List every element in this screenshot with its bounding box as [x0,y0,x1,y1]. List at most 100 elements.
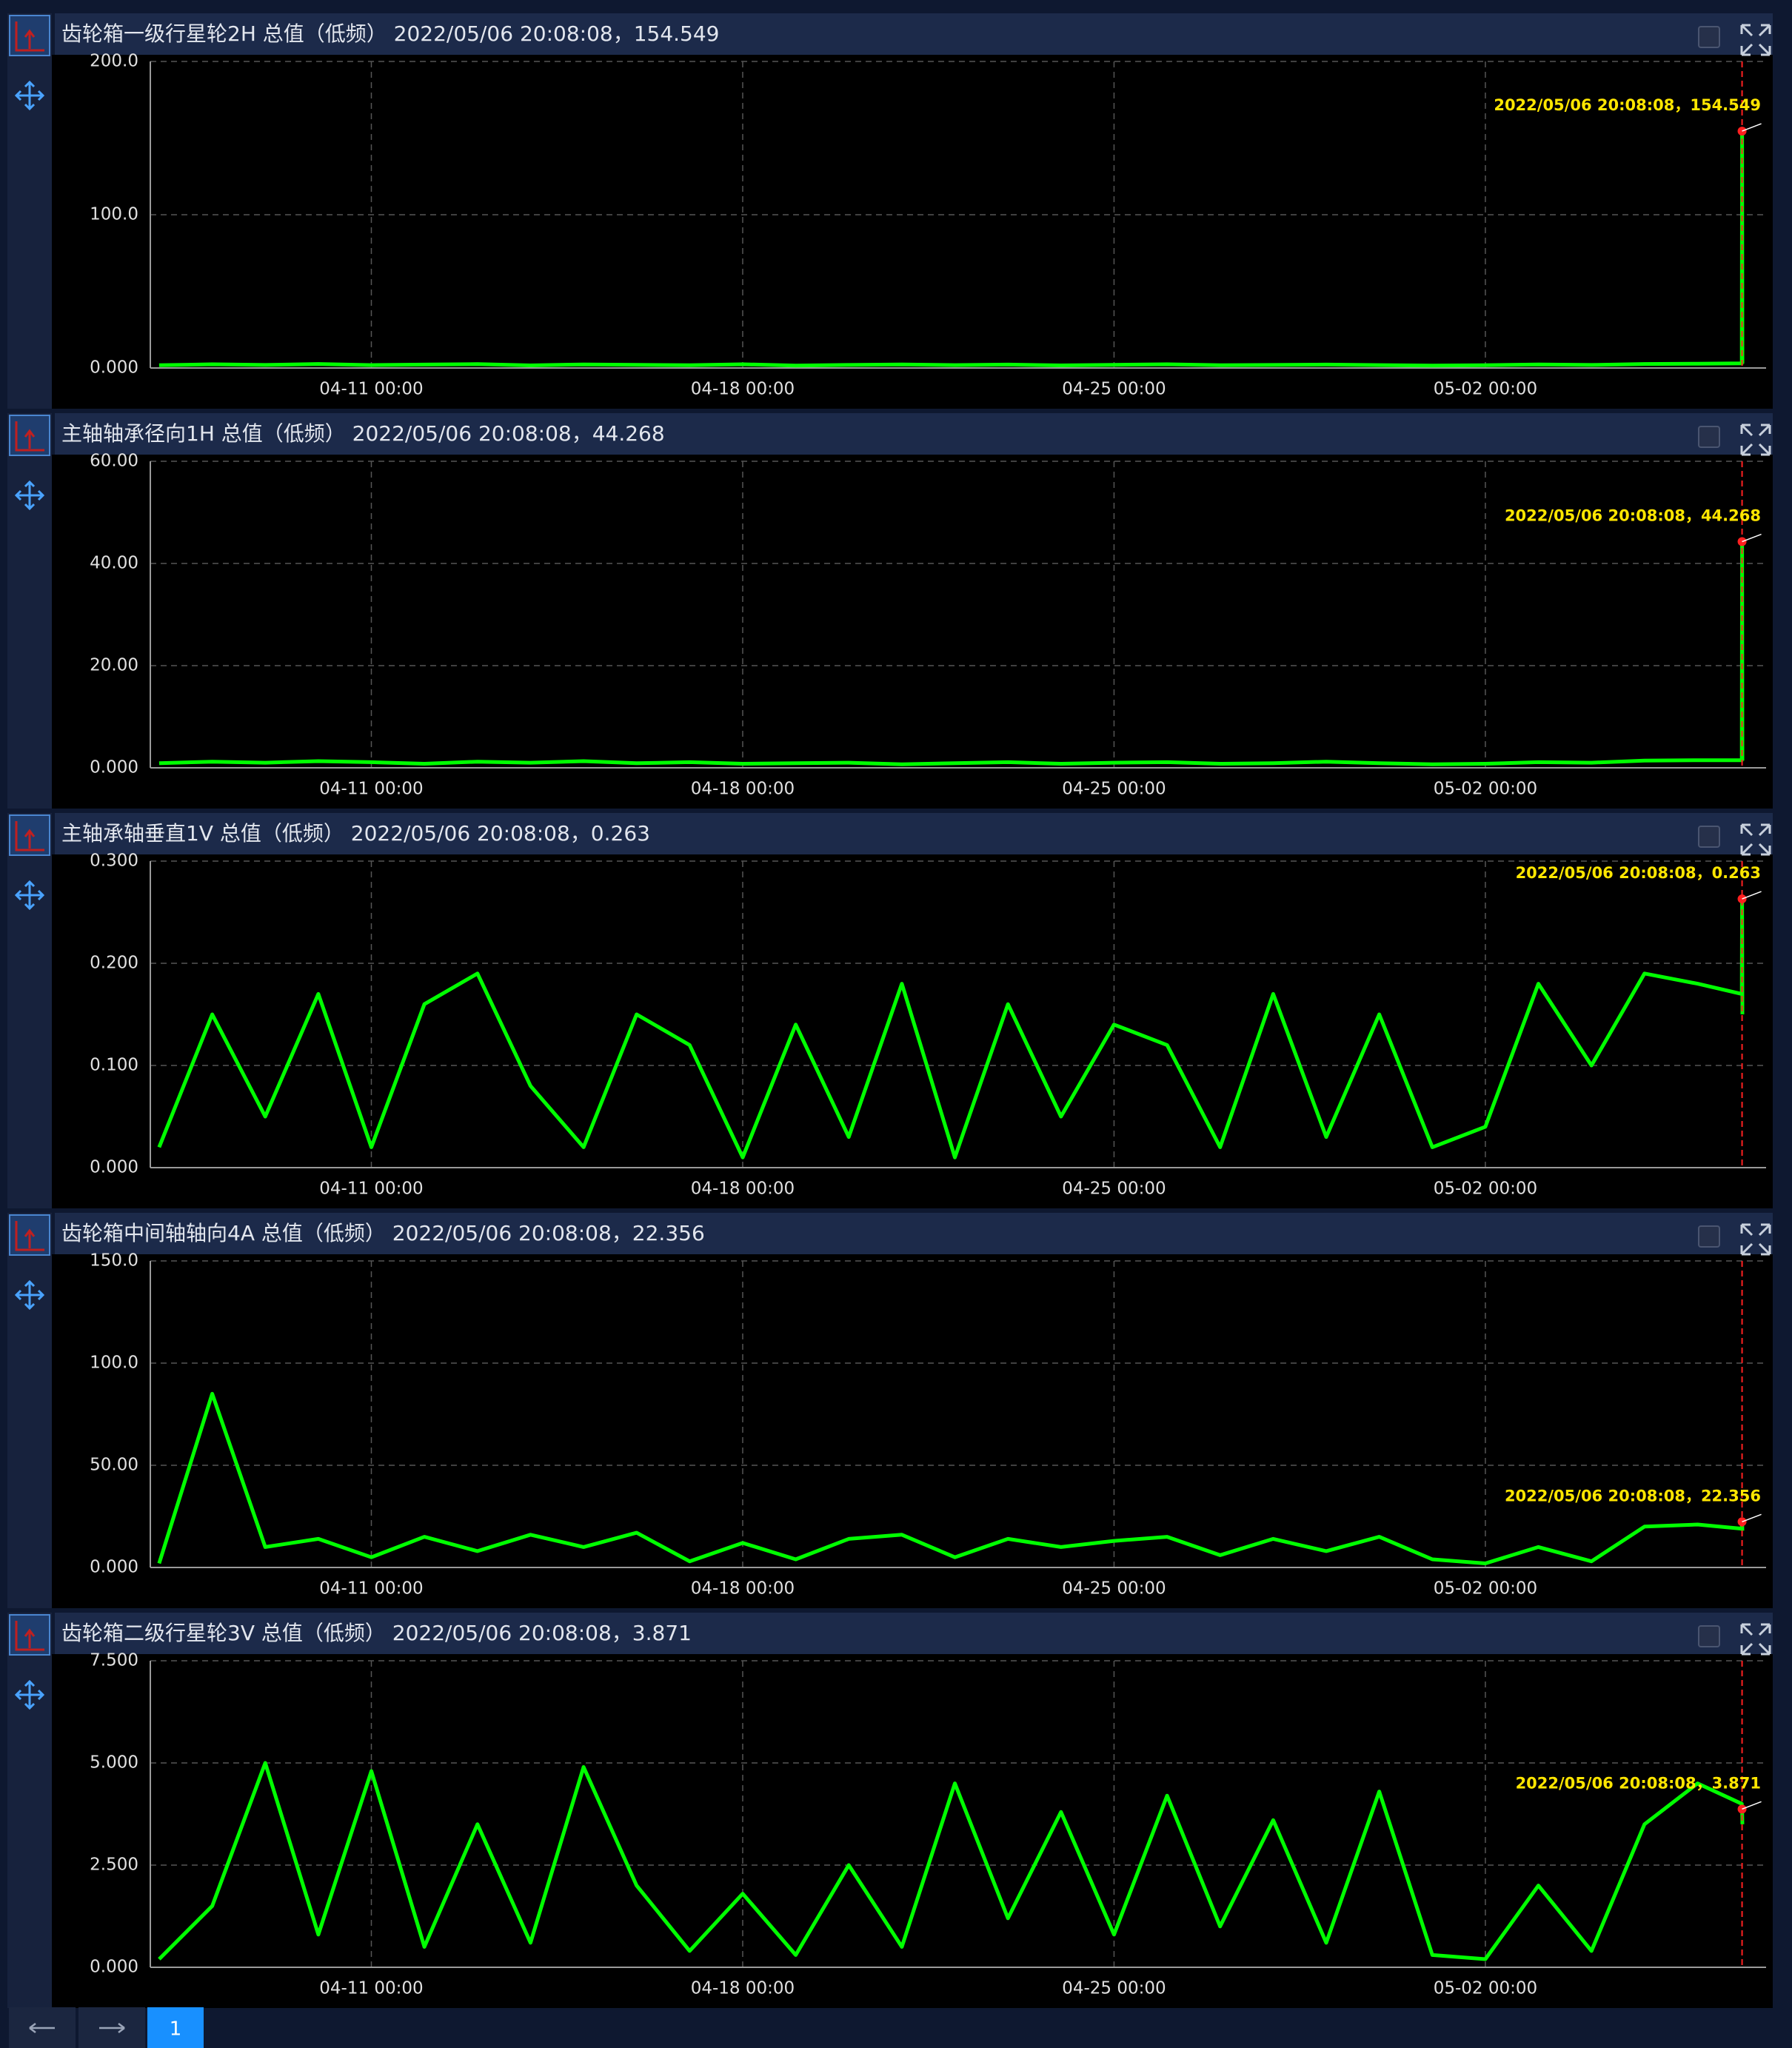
checkbox[interactable] [1698,1225,1720,1248]
move-icon[interactable] [14,1279,45,1311]
x-tick-label: 05-02 00:00 [1434,380,1537,399]
page-number: 1 [170,2018,182,2041]
checkbox[interactable] [1698,1625,1720,1647]
prev-arrow [29,2023,55,2033]
y-tick-label: 5.000 [90,1753,138,1773]
y-tick-label: 0.000 [90,1958,138,1977]
y-tick-label: 150.0 [90,1251,138,1271]
page-button[interactable] [147,2007,204,2048]
y-tick-label: 7.500 [90,1651,138,1670]
move-icon[interactable] [14,480,45,511]
expand-icon[interactable] [1740,1223,1771,1256]
x-tick-label: 04-18 00:00 [691,1579,795,1599]
y-tick-label: 40.00 [90,554,138,573]
y-tick-label: 20.00 [90,656,138,675]
panel-header [55,413,1773,455]
chart-icon-glyph [15,21,44,52]
checkbox[interactable] [1698,826,1720,848]
marker-leader [1742,1801,1762,1810]
marker-leader [1742,123,1762,132]
x-tick-label: 05-02 00:00 [1434,1979,1537,1998]
marker-label: 2022/05/06 20:08:08，44.268 [1505,507,1761,525]
y-tick-label: 100.0 [90,1353,138,1373]
panel-body [52,455,1773,809]
x-tick-label: 04-18 00:00 [691,780,795,799]
series-line [158,129,1745,368]
series-line [158,1761,1745,1961]
move-icon[interactable] [14,80,45,111]
y-tick-label: 0.000 [90,358,138,378]
chart-title: 主轴承轴垂直1V 总值（低频） 2022/05/06 20:08:08，0.26… [61,821,650,846]
y-tick-label: 0.100 [90,1056,138,1075]
panel-body [52,1654,1773,2008]
x-tick-label: 04-25 00:00 [1062,780,1166,799]
move-icon[interactable] [14,1679,45,1710]
series-line [157,897,1745,1159]
panel-header [55,1613,1773,1654]
chart-icon-glyph [15,1221,44,1251]
panel-body [52,1254,1773,1608]
chart-title: 主轴轴承径向1H 总值（低频） 2022/05/06 20:08:08，44.2… [61,421,665,446]
chart-title: 齿轮箱二级行星轮3V 总值（低频） 2022/05/06 20:08:08，3.… [61,1621,692,1645]
marker-leader [1742,533,1762,543]
y-tick-label: 0.200 [90,954,138,973]
x-tick-label: 05-02 00:00 [1434,1179,1537,1199]
panel-header [55,13,1773,55]
sidebar [7,413,52,809]
expand-icon[interactable] [1740,424,1771,456]
next-arrow [99,2023,125,2033]
x-tick-label: 04-11 00:00 [319,380,423,399]
marker-label: 2022/05/06 20:08:08，22.356 [1505,1487,1761,1505]
sidebar [7,1613,52,2008]
y-tick-label: 2.500 [90,1855,138,1875]
x-tick-label: 05-02 00:00 [1434,780,1537,799]
y-tick-label: 100.0 [90,205,138,224]
checkbox[interactable] [1698,426,1720,448]
x-tick-label: 04-25 00:00 [1062,1979,1166,1998]
expand-icon[interactable] [1740,24,1771,56]
marker-label: 2022/05/06 20:08:08，154.549 [1494,96,1761,114]
y-tick-label: 0.000 [90,758,138,777]
chart-title: 齿轮箱一级行星轮2H 总值（低频） 2022/05/06 20:08:08，15… [61,21,720,46]
y-tick-label: 60.00 [90,452,138,471]
x-tick-label: 04-18 00:00 [691,380,795,399]
y-tick-label: 50.00 [90,1456,138,1475]
x-tick-label: 04-11 00:00 [319,780,423,799]
marker-leader [1742,1513,1762,1522]
x-tick-label: 04-25 00:00 [1062,1579,1166,1599]
series-line [158,540,1745,766]
marker-leader [1742,891,1762,900]
x-tick-label: 04-11 00:00 [319,1979,423,1998]
sidebar [7,13,52,409]
panel-header [55,813,1773,854]
x-tick-label: 05-02 00:00 [1434,1579,1537,1599]
chart-title: 齿轮箱中间轴轴向4A 总值（低频） 2022/05/06 20:08:08，22… [61,1221,705,1245]
expand-icon[interactable] [1740,823,1771,856]
chart-icon-glyph [15,421,44,452]
panel-body [52,55,1773,409]
marker-label: 2022/05/06 20:08:08，0.263 [1516,864,1761,882]
y-tick-label: 200.0 [90,52,138,71]
series-line [157,1391,1745,1565]
checkbox[interactable] [1698,26,1720,48]
x-tick-label: 04-18 00:00 [691,1979,795,1998]
chart-icon-glyph [15,1621,44,1651]
expand-icon[interactable] [1740,1623,1771,1656]
chart-icon-glyph [15,821,44,851]
marker-label: 2022/05/06 20:08:08，3.871 [1516,1774,1761,1792]
sidebar [7,1213,52,1608]
move-icon[interactable] [14,880,45,911]
panel-header [55,1213,1773,1254]
x-tick-label: 04-25 00:00 [1062,1179,1166,1199]
panel-body [52,854,1773,1208]
x-tick-label: 04-11 00:00 [319,1179,423,1199]
sidebar [7,813,52,1208]
y-tick-label: 0.300 [90,851,138,871]
x-tick-label: 04-18 00:00 [691,1179,795,1199]
x-tick-label: 04-11 00:00 [319,1579,423,1599]
y-tick-label: 0.000 [90,1158,138,1177]
x-tick-label: 04-25 00:00 [1062,380,1166,399]
y-tick-label: 0.000 [90,1558,138,1577]
